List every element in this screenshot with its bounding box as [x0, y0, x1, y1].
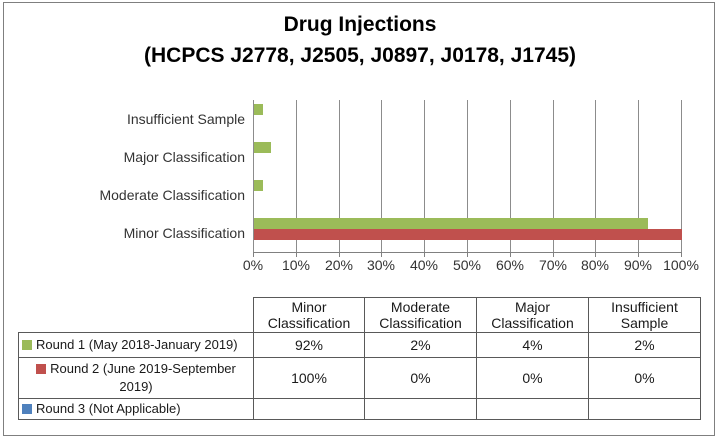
category-label: Major Classification — [123, 149, 245, 165]
table-header-cell: Moderate Classification — [364, 297, 477, 333]
chart-border — [3, 2, 715, 436]
value-cell: 2% — [364, 332, 477, 358]
data-table: Minor Classification Moderate Classificat… — [18, 297, 701, 420]
x-axis-label: 30% — [366, 257, 396, 273]
legend-key-round1 — [22, 340, 32, 350]
gridline — [681, 100, 682, 252]
table-row: Round 3 (Not Applicable) — [18, 398, 701, 420]
x-axis-tick — [296, 252, 297, 257]
value-cell: 4% — [476, 332, 589, 358]
table-header-cell: Minor Classification — [253, 297, 365, 333]
gridline — [424, 100, 425, 252]
x-axis-label: 60% — [495, 257, 525, 273]
legend-cell: Round 3 (Not Applicable) — [18, 398, 254, 420]
legend-cell: Round 1 (May 2018-January 2019) — [18, 332, 254, 358]
x-axis-label: 0% — [242, 257, 264, 273]
table-header-row: Minor Classification Moderate Classificat… — [19, 297, 701, 333]
x-axis-tick — [595, 252, 596, 257]
category-axis: Insufficient Sample Major Classification M… — [0, 100, 245, 252]
x-axis-label: 40% — [409, 257, 439, 273]
plot-area — [253, 100, 682, 257]
gridline — [381, 100, 382, 252]
gridline — [253, 100, 254, 252]
chart-title: Drug Injections — [283, 13, 437, 36]
bar-series2 — [254, 229, 682, 240]
gridline — [553, 100, 554, 252]
gridline — [296, 100, 297, 252]
x-axis-label: 50% — [452, 257, 482, 273]
x-axis-tick — [638, 252, 639, 257]
gridline — [595, 100, 596, 252]
bar-series1 — [254, 180, 263, 191]
table-row: Round 2 (June 2019-September 2019) 100% 0%… — [18, 357, 701, 399]
table-corner-cell — [19, 298, 254, 333]
table-header-cell: Major Classification — [476, 297, 589, 333]
value-cell: 2% — [588, 332, 701, 358]
x-axis-label: 10% — [281, 257, 311, 273]
x-axis-tick — [424, 252, 425, 257]
x-axis-label: 100% — [663, 257, 699, 273]
value-cell: 0% — [588, 357, 701, 399]
legend-key-round2 — [36, 364, 47, 374]
x-axis-tick — [339, 252, 340, 257]
x-axis-label: 70% — [538, 257, 568, 273]
x-axis-tick — [381, 252, 382, 257]
bar-series1 — [254, 218, 648, 229]
bar-series1 — [254, 104, 263, 115]
x-axis-label: 90% — [623, 257, 653, 273]
legend-label: Round 3 (Not Applicable) — [36, 401, 181, 416]
table-header-cell: Insufficient Sample — [588, 297, 701, 333]
bar-series1 — [254, 142, 271, 153]
legend-label: Round 1 (May 2018-January 2019) — [36, 337, 238, 352]
chart-subtitle: (HCPCS J2778, J2505, J0897, J0178, J1745… — [144, 44, 576, 67]
gridline — [339, 100, 340, 252]
value-cell: 92% — [253, 332, 365, 358]
value-cell: 0% — [476, 357, 589, 399]
legend-label: Round 2 (June 2019-September 2019) — [50, 361, 236, 394]
x-axis-tick — [681, 252, 682, 257]
legend-key-round3 — [22, 404, 32, 414]
category-label: Minor Classification — [123, 225, 245, 241]
x-axis-labels: 0% 10% 20% 30% 40% 50% 60% 70% 80% 90% 100% — [0, 257, 720, 275]
x-axis-label: 80% — [580, 257, 610, 273]
value-cell — [476, 398, 589, 420]
gridline — [638, 100, 639, 252]
value-cell — [364, 398, 477, 420]
chart-title-block: Drug Injections (HCPCS J2778, J2505, J08… — [0, 9, 720, 71]
category-label: Moderate Classification — [99, 187, 245, 203]
value-cell: 100% — [253, 357, 365, 399]
legend-cell: Round 2 (June 2019-September 2019) — [18, 357, 254, 399]
x-axis-label: 20% — [324, 257, 354, 273]
value-cell — [253, 398, 365, 420]
gridline — [467, 100, 468, 252]
gridline — [510, 100, 511, 252]
value-cell — [588, 398, 701, 420]
x-axis-tick — [467, 252, 468, 257]
category-label: Insufficient Sample — [126, 111, 245, 127]
x-axis-tick — [553, 252, 554, 257]
table-row: Round 1 (May 2018-January 2019) 92% 2% 4% 2% — [18, 332, 701, 358]
value-cell: 0% — [364, 357, 477, 399]
x-axis-tick — [253, 252, 254, 257]
x-axis-tick — [510, 252, 511, 257]
